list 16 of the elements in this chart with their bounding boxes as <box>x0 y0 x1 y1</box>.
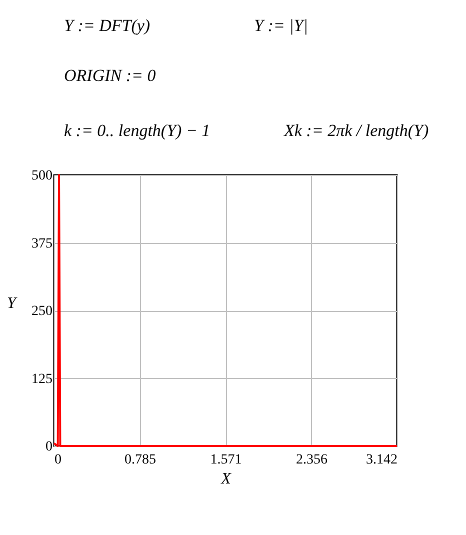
text: k := 0.. length(Y) − 1 <box>64 121 210 140</box>
text: Y := |Y| <box>254 16 308 35</box>
x-tick-label: 2.356 <box>296 452 328 468</box>
x-tick-label: 0.785 <box>124 452 156 468</box>
x-tick-label: 1.571 <box>210 452 242 468</box>
y-tick-label: 250 <box>32 304 52 319</box>
y-tick-label: 500 <box>32 168 52 184</box>
y-tick-label: 0 <box>46 440 52 454</box>
y-axis-title: Y <box>7 295 18 312</box>
text: Y := DFT(y) <box>64 16 150 35</box>
y-tick-label: 125 <box>32 372 52 387</box>
text: ORIGIN := 0 <box>64 66 156 85</box>
x-tick-label: 3.142 <box>366 452 398 468</box>
x-axis-title: X <box>220 470 232 488</box>
text: Xk := 2πk / length(Y) <box>283 121 429 140</box>
y-tick-label: 375 <box>32 236 52 252</box>
